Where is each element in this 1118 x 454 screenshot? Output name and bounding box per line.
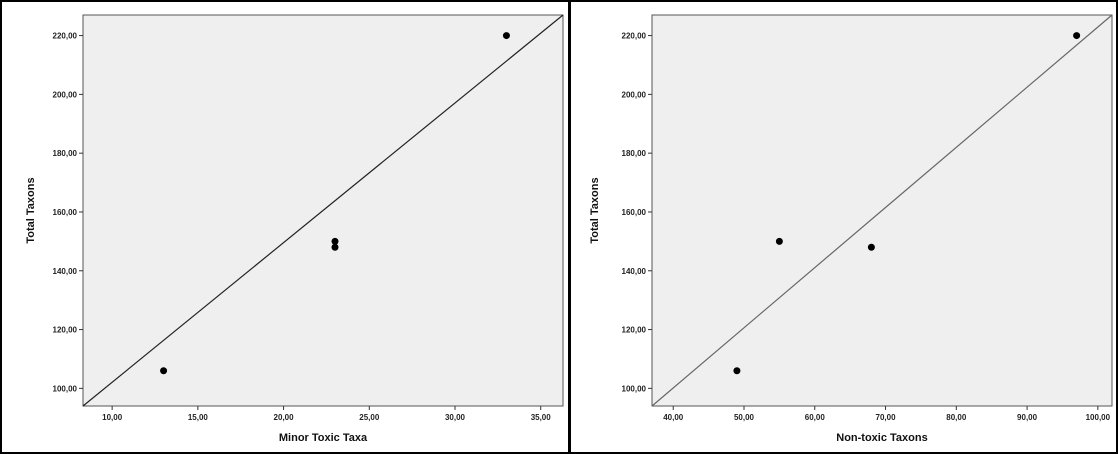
- y-tick-label: 160,00: [622, 208, 647, 217]
- y-tick-label: 180,00: [622, 149, 647, 158]
- x-tick-label: 90,00: [1017, 413, 1038, 422]
- y-tick-label: 120,00: [53, 326, 78, 335]
- x-tick-label: 80,00: [946, 413, 967, 422]
- y-tick-label: 220,00: [622, 32, 647, 41]
- y-tick-label: 160,00: [53, 208, 78, 217]
- x-tick-label: 50,00: [734, 413, 755, 422]
- y-tick-label: 180,00: [53, 149, 78, 158]
- x-tick-label: 35,00: [531, 413, 552, 422]
- y-tick-label: 100,00: [53, 384, 78, 393]
- y-tick-label: 200,00: [53, 90, 78, 99]
- data-point: [733, 367, 741, 375]
- y-tick-label: 200,00: [622, 90, 647, 99]
- y-tick-label: 140,00: [622, 267, 647, 276]
- data-point: [1073, 32, 1081, 40]
- non-toxic-scatter-chart: 100,00 120,00 140,00 160,00 180,00 200,00 220,…: [589, 14, 1113, 444]
- y-tick-label: 120,00: [622, 326, 647, 335]
- reference-line: [651, 14, 1113, 407]
- x-tick-label: 25,00: [359, 413, 380, 422]
- x-tick-label: 20,00: [274, 413, 295, 422]
- x-tick-label: 30,00: [445, 413, 466, 422]
- x-axis-title: Minor Toxic Taxa: [279, 432, 368, 444]
- x-tick-label: 40,00: [663, 413, 684, 422]
- x-tick-label: 60,00: [805, 413, 826, 422]
- x-tick-label: 10,00: [102, 413, 123, 422]
- data-point: [775, 237, 783, 245]
- data-point: [160, 367, 168, 375]
- y-tick-label: 220,00: [53, 32, 78, 41]
- x-tick-label: 70,00: [876, 413, 897, 422]
- reference-line: [82, 14, 564, 407]
- data-point: [867, 243, 875, 251]
- data-point: [331, 243, 339, 251]
- data-point: [502, 32, 510, 40]
- y-tick-label: 100,00: [622, 384, 647, 393]
- y-tick-label: 140,00: [53, 267, 78, 276]
- y-axis-title: Total Taxons: [25, 177, 37, 243]
- x-tick-label: 15,00: [188, 413, 209, 422]
- x-tick-label: 100,00: [1086, 413, 1111, 422]
- data-point: [331, 237, 339, 245]
- minor-toxic-scatter-chart: 100,00 120,00 140,00 160,00 180,00 200,00 220,…: [25, 14, 564, 444]
- y-axis-title: Total Taxons: [589, 177, 601, 243]
- x-axis-title: Non-toxic Taxons: [836, 432, 927, 444]
